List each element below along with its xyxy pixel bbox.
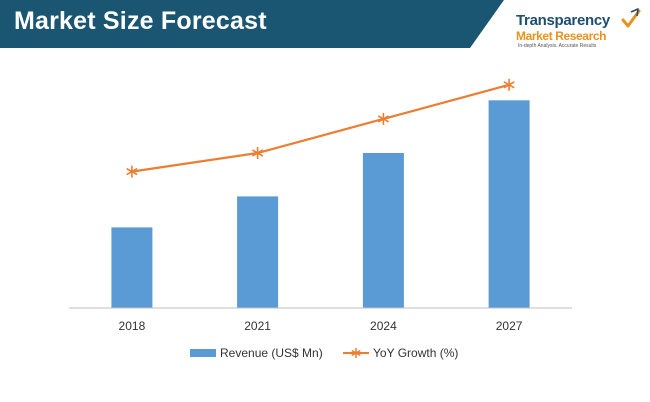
x-tick-label-2018: 2018 [119, 319, 146, 333]
legend-line-swatch [343, 348, 369, 358]
logo-text-market-research: Market Research [516, 29, 607, 43]
page-title: Market Size Forecast [14, 7, 267, 35]
legend-label-revenue: Revenue (US$ Mn) [220, 346, 323, 360]
chart-legend: Revenue (US$ Mn) YoY Growth (%) [0, 346, 650, 366]
logo-text-transparency: Transparency [516, 12, 610, 29]
point-yoy-growth-2018 [126, 165, 138, 178]
line-yoy-growth [131, 83, 510, 173]
legend-label-yoy-growth: YoY Growth (%) [373, 346, 459, 360]
point-yoy-growth-2027 [503, 78, 515, 91]
x-tick-label-2024: 2024 [370, 319, 397, 333]
bar-revenue-2018 [111, 227, 153, 308]
checkmark-logo-icon [621, 8, 641, 28]
brand-logo: Transparency Market Research In-depth An… [516, 8, 641, 52]
bar-revenue-2021 [237, 196, 279, 308]
legend-item-yoy-growth: YoY Growth (%) [343, 346, 458, 360]
legend-bar-swatch [190, 349, 216, 357]
bar-revenue-2027 [488, 100, 530, 308]
x-tick-label-2021: 2021 [244, 319, 271, 333]
point-yoy-growth-2021 [252, 147, 264, 159]
bar-revenue-2024 [362, 153, 404, 308]
legend-item-revenue: Revenue (US$ Mn) [190, 346, 323, 360]
point-yoy-growth-2024 [377, 112, 389, 125]
header-banner [0, 0, 504, 48]
logo-tagline: In-depth Analysis. Accurate Results [518, 43, 597, 49]
x-tick-label-2027: 2027 [496, 319, 523, 333]
